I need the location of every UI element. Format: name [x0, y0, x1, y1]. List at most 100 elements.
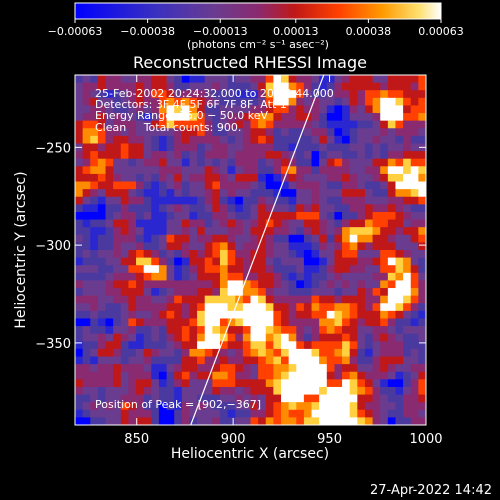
- heatmap-cell: [128, 379, 137, 388]
- heatmap-cell: [334, 227, 343, 236]
- heatmap-cell: [158, 280, 168, 289]
- heatmap-cell: [395, 211, 404, 221]
- heatmap-cell: [372, 280, 381, 289]
- heatmap-cell: [120, 394, 130, 403]
- heatmap-cell: [166, 371, 175, 380]
- heatmap-cell: [105, 272, 114, 282]
- heatmap-cell: [395, 151, 404, 160]
- heatmap-cell: [166, 295, 175, 304]
- heatmap-cell: [197, 280, 206, 289]
- heatmap-cell: [227, 265, 236, 274]
- heatmap-cell: [113, 135, 122, 145]
- heatmap-cell: [82, 135, 91, 145]
- heatmap-cell: [250, 265, 259, 274]
- heatmap-cell: [97, 318, 107, 327]
- heatmap-cell: [120, 173, 130, 183]
- heatmap-cell: [258, 234, 267, 243]
- heatmap-cell: [403, 211, 412, 221]
- heatmap-cell: [364, 409, 374, 418]
- heatmap-cell: [273, 75, 282, 84]
- heatmap-cell: [311, 379, 320, 388]
- heatmap-cell: [242, 120, 252, 129]
- heatmap-cell: [151, 158, 160, 167]
- heatmap-cell: [212, 75, 221, 84]
- heatmap-cell: [75, 113, 84, 122]
- heatmap-cell: [242, 158, 252, 167]
- heatmap-cell: [258, 402, 267, 411]
- heatmap-cell: [181, 189, 191, 198]
- heatmap-cell: [418, 303, 426, 312]
- heatmap-cell: [395, 181, 404, 190]
- heatmap-cell: [288, 295, 297, 304]
- heatmap-cell: [120, 166, 130, 175]
- heatmap-cell: [113, 250, 122, 259]
- heatmap-cell: [258, 371, 267, 380]
- heatmap-cell: [273, 417, 282, 425]
- heatmap-cell: [197, 371, 206, 380]
- heatmap-cell: [197, 196, 206, 205]
- heatmap-cell: [128, 143, 137, 152]
- heatmap-cell: [349, 234, 358, 243]
- heatmap-cell: [189, 318, 198, 327]
- heatmap-cell: [189, 348, 198, 358]
- heatmap-cell: [151, 181, 160, 190]
- heatmap-cell: [181, 280, 191, 289]
- heatmap-cell: [227, 227, 236, 236]
- heatmap-cell: [303, 196, 313, 205]
- heatmap-cell: [288, 341, 297, 350]
- heatmap-cell: [326, 120, 336, 129]
- heatmap-cell: [326, 227, 336, 236]
- heatmap-cell: [97, 189, 107, 198]
- heatmap-cell: [250, 295, 259, 304]
- heatmap-cell: [281, 356, 290, 365]
- heatmap-cell: [166, 280, 175, 289]
- heatmap-cell: [380, 341, 389, 350]
- heatmap-cell: [319, 394, 328, 403]
- heatmap-cell: [326, 82, 336, 91]
- heatmap-cell: [372, 227, 381, 236]
- heatmap-cell: [319, 113, 328, 122]
- heatmap-cell: [273, 181, 282, 190]
- heatmap-cell: [174, 166, 183, 175]
- heatmap-cell: [219, 394, 229, 403]
- heatmap-cell: [364, 341, 374, 350]
- heatmap-cell: [349, 135, 358, 145]
- heatmap-cell: [105, 143, 114, 152]
- heatmap-cell: [128, 386, 137, 396]
- heatmap-cell: [281, 371, 290, 380]
- heatmap-cell: [158, 295, 168, 304]
- heatmap-cell: [82, 348, 91, 358]
- heatmap-cell: [158, 143, 168, 152]
- heatmap-cell: [158, 113, 168, 122]
- heatmap-cell: [151, 97, 160, 107]
- heatmap-cell: [418, 97, 426, 107]
- heatmap-cell: [403, 333, 412, 342]
- heatmap-cell: [219, 90, 229, 99]
- heatmap-cell: [189, 97, 198, 107]
- heatmap-cell: [136, 379, 145, 388]
- heatmap-cell: [151, 90, 160, 99]
- heatmap-cell: [311, 227, 320, 236]
- heatmap-cell: [296, 371, 305, 380]
- heatmap-cell: [151, 105, 160, 114]
- heatmap-cell: [128, 371, 137, 380]
- heatmap-cell: [265, 280, 274, 289]
- heatmap-cell: [105, 295, 114, 304]
- heatmap-cell: [258, 394, 267, 403]
- heatmap-cell: [105, 379, 114, 388]
- heatmap-cell: [342, 257, 351, 266]
- heatmap-cell: [235, 333, 244, 342]
- heatmap-cell: [273, 82, 282, 91]
- heatmap-cell: [143, 97, 152, 107]
- heatmap-cell: [90, 82, 99, 91]
- heatmap-cell: [410, 105, 419, 114]
- heatmap-cell: [273, 265, 282, 274]
- heatmap-cell: [326, 265, 336, 274]
- heatmap-cell: [189, 82, 198, 91]
- heatmap-cell: [158, 75, 168, 84]
- heatmap-cell: [273, 341, 282, 350]
- heatmap-cell: [372, 326, 381, 335]
- heatmap-cell: [303, 348, 313, 358]
- heatmap-cell: [334, 97, 343, 107]
- heatmap-cell: [204, 272, 213, 282]
